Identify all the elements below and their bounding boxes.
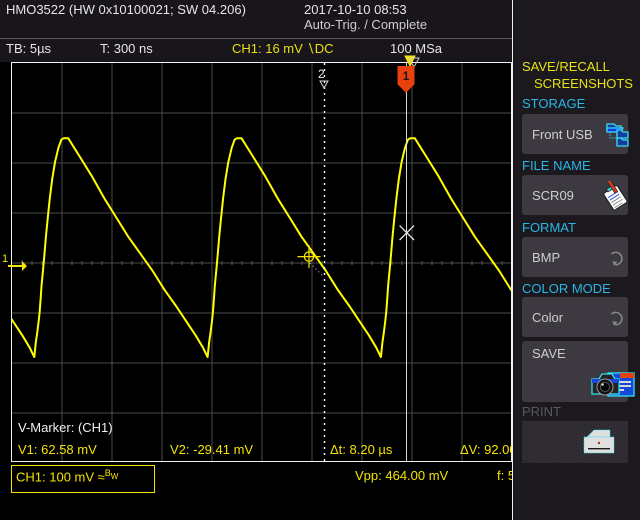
svg-text:1: 1: [2, 253, 8, 265]
svg-text:1: 1: [403, 69, 410, 83]
